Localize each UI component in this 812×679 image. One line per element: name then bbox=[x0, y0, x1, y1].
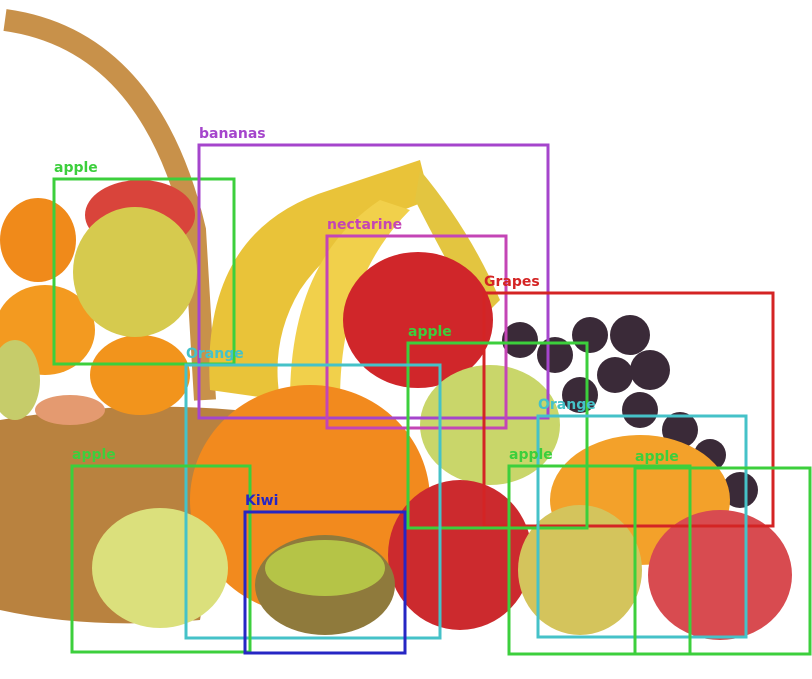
orange bbox=[90, 335, 190, 415]
box-label: apple bbox=[408, 324, 452, 340]
image-scene: apple bananas nectarine Grapes apple Orange Or… bbox=[0, 0, 812, 679]
box-label: bananas bbox=[199, 126, 266, 142]
page: apple bananas nectarine Grapes apple Orange Or… bbox=[0, 0, 812, 679]
box-label: Kiwi bbox=[245, 493, 278, 509]
box-label: apple bbox=[72, 447, 116, 463]
orange bbox=[0, 198, 76, 282]
box-label: Orange bbox=[538, 397, 596, 413]
fruit bbox=[35, 395, 105, 425]
box-label: Orange bbox=[186, 346, 244, 362]
apple bbox=[73, 207, 197, 337]
box-label: apple bbox=[54, 160, 98, 176]
kiwi-flesh bbox=[265, 540, 385, 596]
box-label: nectarine bbox=[327, 217, 402, 233]
box-label: apple bbox=[635, 449, 679, 465]
box-label: apple bbox=[509, 447, 553, 463]
apple bbox=[648, 510, 792, 640]
apple bbox=[92, 508, 228, 628]
box-label: Grapes bbox=[484, 274, 540, 290]
